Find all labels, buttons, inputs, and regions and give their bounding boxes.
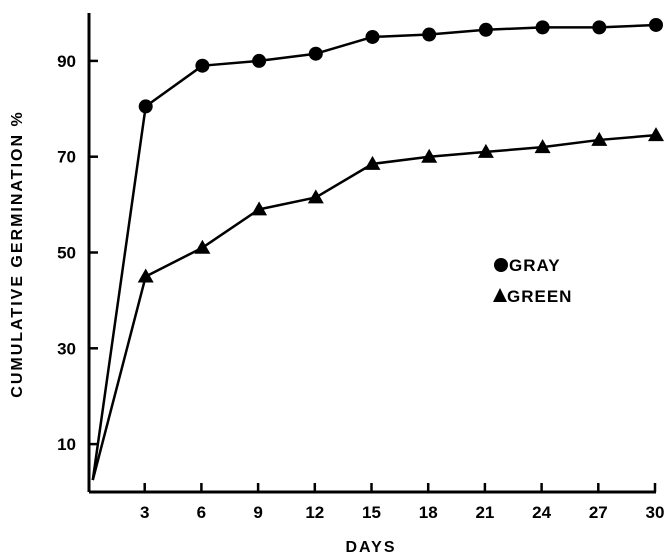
legend-item-green: GREEN xyxy=(493,287,572,306)
series-point-gray xyxy=(252,53,267,68)
x-tick-label: 24 xyxy=(532,503,551,522)
legend-green-label: GREEN xyxy=(507,287,572,306)
series-point-green xyxy=(251,201,268,216)
series-point-green xyxy=(307,189,324,204)
series-point-gray xyxy=(535,20,550,35)
series-point-green xyxy=(364,155,381,170)
series-point-green xyxy=(137,268,154,283)
y-axis-label: CUMULATIVE GERMINATION % xyxy=(9,110,26,397)
legend-item-gray: GRAY xyxy=(494,256,561,275)
legend: GRAY GREEN xyxy=(493,256,572,306)
x-tick-label: 15 xyxy=(362,503,381,522)
x-tick-label: 30 xyxy=(646,503,665,522)
series-point-gray xyxy=(592,20,607,35)
x-tick-label: 6 xyxy=(197,503,206,522)
x-axis-label: DAYS xyxy=(346,539,397,556)
x-tick-label: 18 xyxy=(419,503,438,522)
series-point-gray xyxy=(195,58,210,73)
series-point-gray xyxy=(422,27,437,42)
series-point-green xyxy=(591,131,608,146)
y-tick-label: 10 xyxy=(57,435,76,454)
legend-green-marker-icon xyxy=(493,288,507,302)
x-tick-label: 9 xyxy=(253,503,262,522)
y-tick-label: 30 xyxy=(57,339,76,358)
ticks-layer: 3 6 9 12 15 18 21 24 27 30 10 30 50 70 90 xyxy=(57,52,664,522)
y-tick-label: 90 xyxy=(57,52,76,71)
legend-gray-label: GRAY xyxy=(509,256,561,275)
x-tick-label: 12 xyxy=(305,503,324,522)
x-tick-label: 21 xyxy=(475,503,494,522)
y-tick-label: 70 xyxy=(57,148,76,167)
series-point-green xyxy=(477,143,494,158)
x-tick-label: 3 xyxy=(140,503,149,522)
series-point-gray xyxy=(478,22,493,37)
series-point-green xyxy=(421,148,438,163)
series-point-gray xyxy=(649,17,663,32)
series-layer xyxy=(91,17,664,481)
x-tick-label: 27 xyxy=(589,503,608,522)
labels-layer: DAYS CUMULATIVE GERMINATION % xyxy=(9,110,397,556)
series-point-green xyxy=(534,139,551,154)
series-line-gray xyxy=(91,23,657,481)
series-point-gray xyxy=(308,46,323,61)
series-point-gray xyxy=(138,99,153,114)
legend-gray-marker-icon xyxy=(494,258,508,272)
series-point-green xyxy=(194,239,211,254)
series-line-green xyxy=(91,133,657,481)
y-tick-label: 50 xyxy=(57,244,76,263)
series-point-gray xyxy=(365,29,380,44)
series-point-green xyxy=(648,127,664,142)
